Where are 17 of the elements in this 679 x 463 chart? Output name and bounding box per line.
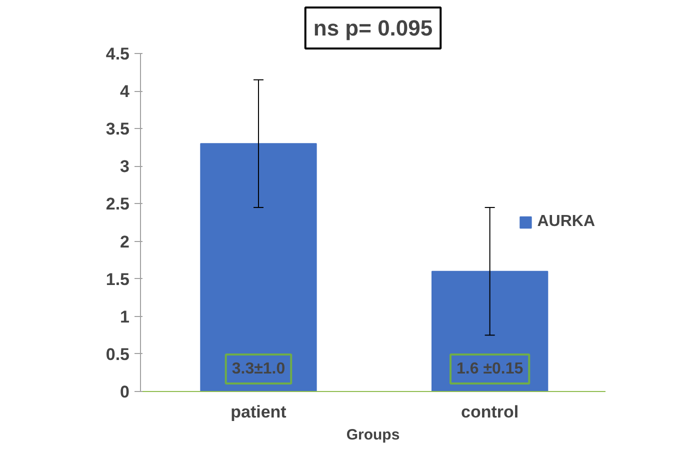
y-tick-label: 1.5 [106,270,130,289]
data-label: 3.3±1.0 [232,360,286,378]
legend-label: AURKA [537,213,595,231]
y-tick-label: 1 [120,307,130,326]
y-tick-label: 0.5 [106,344,130,364]
y-tick-label: 3 [120,157,130,176]
y-tick-label: 0 [120,382,130,402]
y-tick-label: 3.5 [106,120,130,139]
y-tick-label: 2 [120,232,130,252]
y-tick-label: 2.5 [106,194,130,214]
text: ns p= 0.095 [313,16,433,40]
x-tick-label: patient [230,402,287,422]
y-tick-label: 4 [120,82,130,102]
y-tick-label: 4.5 [106,44,130,64]
x-axis-title: Groups [346,426,400,444]
data-label: 1.6 ±0.15 [456,360,524,378]
x-tick-label: control [461,402,519,422]
